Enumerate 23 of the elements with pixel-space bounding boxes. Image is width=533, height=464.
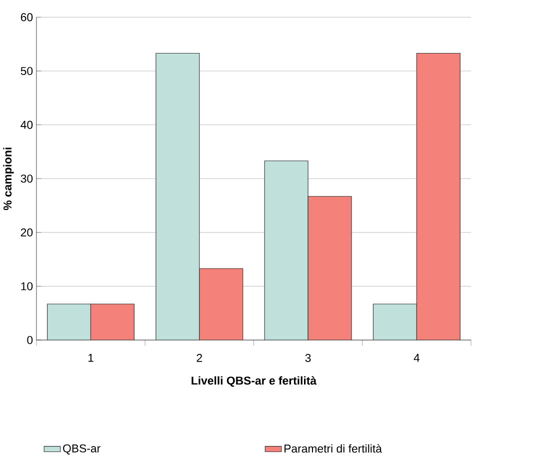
x-tick-label: 3 bbox=[305, 354, 311, 362]
y-tick-label: 0 bbox=[27, 336, 33, 344]
x-tick-label: 2 bbox=[196, 354, 202, 362]
bar bbox=[46, 304, 92, 340]
bar bbox=[416, 52, 460, 340]
y-axis-title: % campioni bbox=[3, 148, 14, 210]
bar bbox=[199, 268, 244, 340]
y-tick-label: 40 bbox=[20, 120, 33, 129]
y-tick-label: 50 bbox=[20, 66, 33, 75]
x-tick-label: 4 bbox=[414, 354, 420, 362]
x-tick-label: 1 bbox=[88, 354, 94, 362]
bar bbox=[156, 52, 200, 340]
x-axis-title: Livelli QBS-ar e fertilità bbox=[192, 376, 317, 387]
y-tick-label: 60 bbox=[20, 13, 33, 22]
bar bbox=[308, 196, 352, 340]
y-tick-label: 10 bbox=[21, 282, 33, 290]
legend-label: Parametri di fertilità bbox=[284, 444, 382, 453]
bar bbox=[372, 304, 417, 340]
y-tick-label: 20 bbox=[20, 228, 33, 236]
legend-label: QBS-ar bbox=[63, 444, 100, 454]
bar bbox=[264, 160, 308, 340]
bar bbox=[90, 304, 134, 340]
y-tick-label: 30 bbox=[20, 174, 33, 183]
